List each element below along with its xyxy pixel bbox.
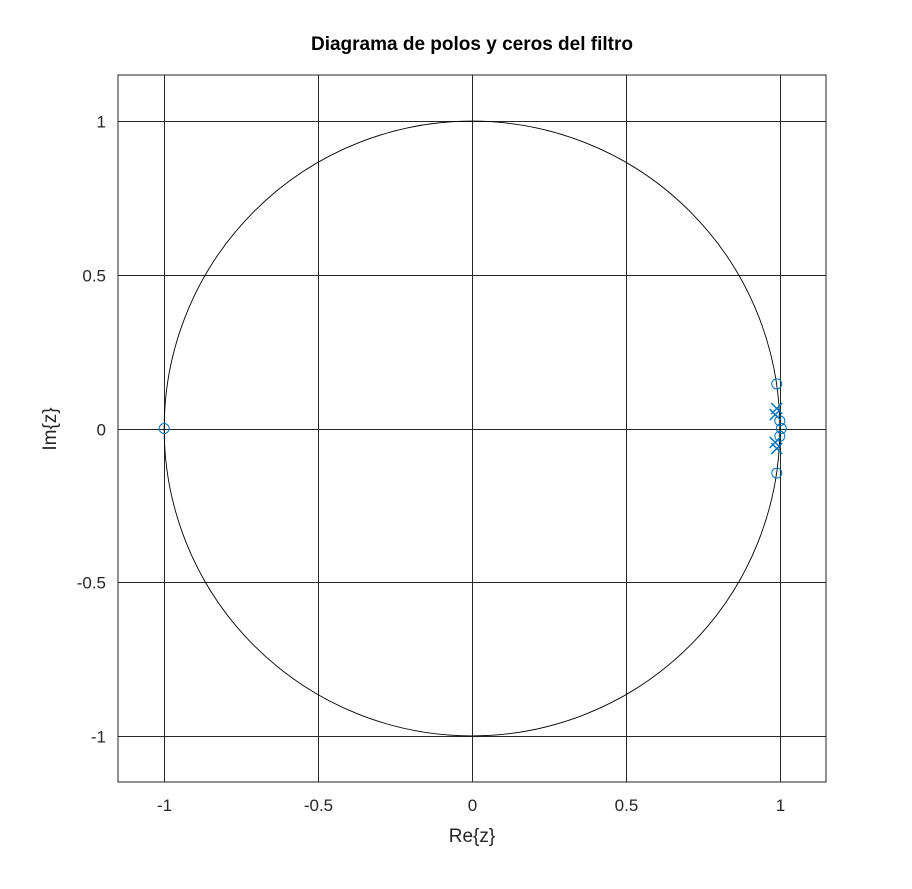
pole-zero-markers [158, 378, 787, 479]
axis-ticks: -1 -0.5 0 0.5 1 -1 -0.5 0 0.5 1 [77, 75, 826, 815]
zero-marker [158, 423, 170, 434]
unit-circle [163, 120, 781, 737]
y-tick-label: 0.5 [82, 267, 106, 286]
zero-marker [771, 378, 783, 390]
y-tick-label: 1 [97, 113, 106, 132]
pole-marker [769, 408, 782, 421]
grid-lines [118, 75, 826, 782]
zero-marker [774, 415, 786, 427]
x-tick-label: 0 [468, 796, 477, 815]
zero-marker [775, 423, 787, 434]
x-tick-label: 0.5 [615, 796, 639, 815]
x-tick-label: 1 [776, 796, 785, 815]
y-tick-label: -1 [91, 728, 106, 747]
y-tick-label: -0.5 [77, 574, 106, 593]
y-axis-label: Im{z} [40, 407, 61, 450]
x-tick-label: -0.5 [304, 796, 333, 815]
pole-marker [769, 436, 782, 449]
zero-marker [774, 430, 786, 442]
x-axis-label: Re{z} [449, 826, 495, 847]
unit-circle-layer [163, 120, 781, 737]
zero-marker [771, 467, 783, 479]
chart-title: Diagrama de polos y ceros del filtro [311, 34, 633, 55]
x-tick-label: -1 [157, 796, 172, 815]
y-tick-label: 0 [97, 421, 106, 440]
